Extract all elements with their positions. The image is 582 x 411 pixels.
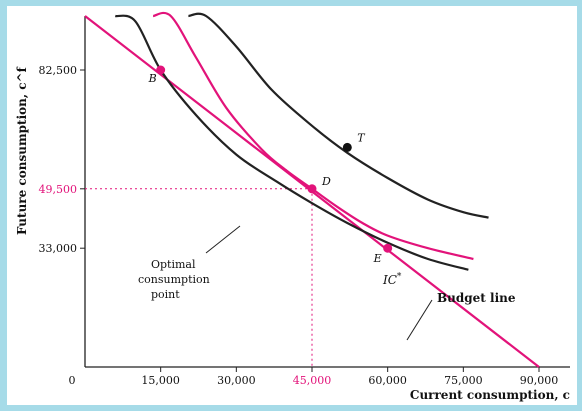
point-d xyxy=(307,184,317,194)
x-ticks: 0 15,000 30,000 45,000 60,000 75,000 90,000 xyxy=(69,367,559,387)
y-tick-label: 33,000 xyxy=(39,242,78,255)
x-tick-label: 15,000 xyxy=(141,374,180,387)
optimal-label-line2: consumption xyxy=(138,273,210,286)
series-ic_high xyxy=(188,12,489,219)
point-label-e: E xyxy=(373,252,382,265)
optimal-label-line1: Optimal xyxy=(151,258,196,271)
point-label-t: T xyxy=(357,131,366,144)
series-ic_low xyxy=(114,14,469,271)
budget-line-pointer xyxy=(406,299,433,341)
point-e xyxy=(383,243,393,253)
x-tick-label: 30,000 xyxy=(217,374,256,387)
ic-star-label: IC* xyxy=(382,272,402,287)
x-tick-label: 45,000 xyxy=(293,374,332,387)
x-tick-label: 60,000 xyxy=(368,374,407,387)
point-t xyxy=(342,142,352,152)
y-ticks: 82,500 49,500 33,000 xyxy=(39,64,85,255)
optimal-label-line3: point xyxy=(151,288,180,301)
x-tick-label: 0 xyxy=(69,374,76,387)
x-axis-title: Current consumption, c xyxy=(410,388,570,402)
points-layer: B D E T xyxy=(148,65,393,265)
point-b xyxy=(156,65,166,75)
y-tick-label: 82,500 xyxy=(39,64,78,77)
series-ic_star xyxy=(152,11,474,261)
budget-line-label: Budget line xyxy=(437,291,516,305)
point-label-b: B xyxy=(148,72,157,85)
plot-background xyxy=(7,6,577,405)
x-tick-label: 75,000 xyxy=(444,374,483,387)
y-axis-title: Future consumption, c^f xyxy=(15,66,29,235)
point-label-d: D xyxy=(321,175,331,188)
y-tick-label: 49,500 xyxy=(39,183,78,196)
x-tick-label: 90,000 xyxy=(520,374,559,387)
optimal-pointer-line xyxy=(205,225,241,254)
